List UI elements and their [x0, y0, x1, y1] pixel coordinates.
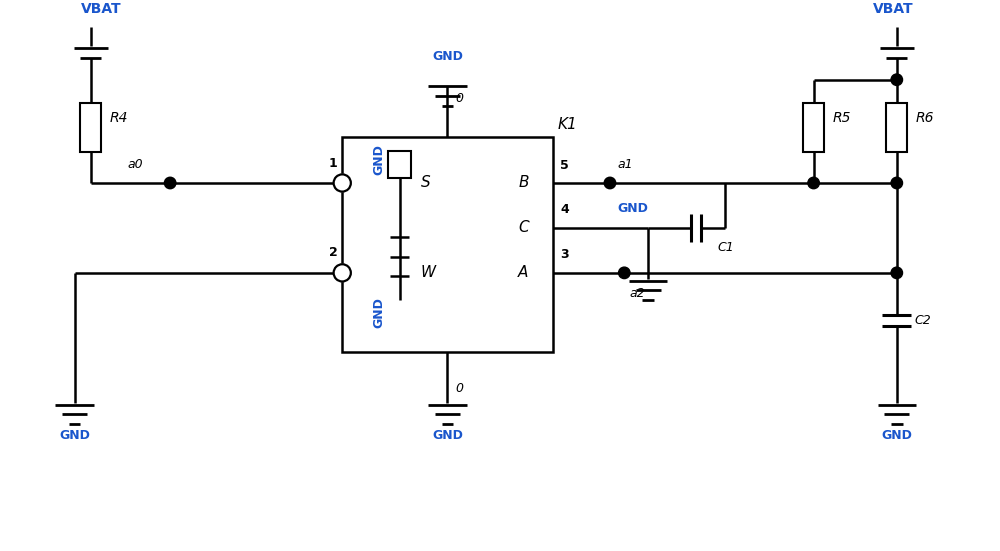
Text: K1: K1	[557, 117, 577, 132]
Text: R6: R6	[916, 111, 934, 125]
Bar	[886, 102, 907, 153]
Circle shape	[619, 267, 630, 279]
Text: R4: R4	[110, 111, 128, 125]
Bar	[388, 152, 411, 178]
Circle shape	[891, 267, 903, 279]
Text: a1: a1	[618, 158, 633, 171]
Text: W: W	[421, 266, 436, 280]
Text: 2: 2	[329, 246, 337, 260]
Circle shape	[604, 177, 616, 189]
Bar	[803, 102, 824, 153]
Text: a0: a0	[128, 158, 143, 171]
Text: GND: GND	[432, 429, 463, 442]
Text: GND: GND	[372, 144, 385, 175]
Text: 1: 1	[329, 156, 337, 170]
Text: 0: 0	[455, 93, 463, 105]
Circle shape	[334, 174, 351, 192]
Text: B: B	[518, 175, 529, 191]
Circle shape	[891, 74, 903, 85]
Text: GND: GND	[372, 297, 385, 328]
Circle shape	[891, 177, 903, 189]
Text: a2: a2	[629, 287, 645, 300]
Text: C1: C1	[717, 241, 734, 255]
Text: C: C	[518, 220, 529, 235]
Bar	[342, 137, 553, 352]
Text: GND: GND	[432, 51, 463, 63]
Text: 0: 0	[455, 382, 463, 395]
Text: 5: 5	[560, 159, 569, 171]
Text: S: S	[421, 175, 430, 191]
Text: GND: GND	[881, 429, 912, 442]
Text: VBAT: VBAT	[873, 2, 914, 15]
Circle shape	[808, 177, 819, 189]
Text: GND: GND	[618, 202, 648, 215]
Text: 4: 4	[560, 203, 569, 217]
Text: R5: R5	[833, 111, 851, 125]
Text: 3: 3	[560, 249, 569, 261]
Text: C2: C2	[914, 314, 931, 327]
Bar	[80, 102, 101, 153]
Circle shape	[334, 264, 351, 282]
Text: A: A	[518, 266, 529, 280]
Text: VBAT: VBAT	[81, 2, 122, 15]
Circle shape	[164, 177, 176, 189]
Text: GND: GND	[59, 429, 90, 442]
